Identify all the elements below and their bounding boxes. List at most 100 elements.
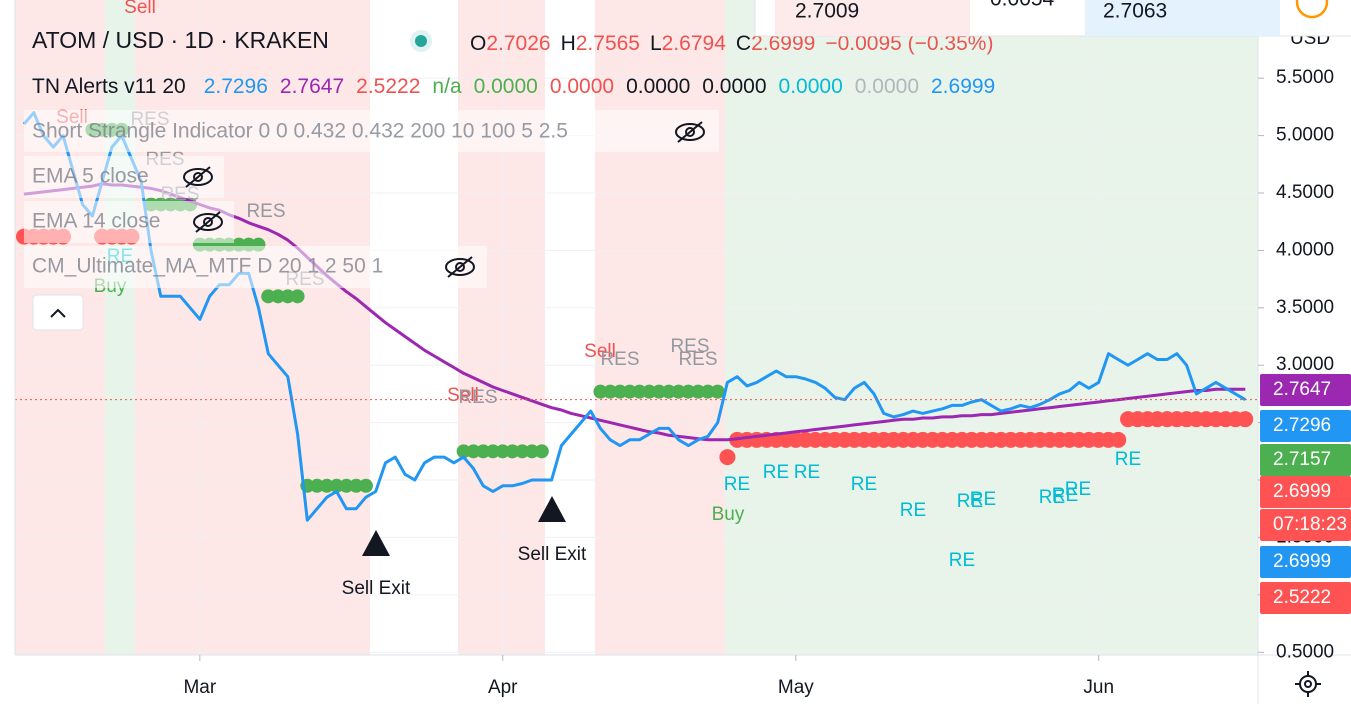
annotation: RE bbox=[1039, 487, 1065, 508]
zone-buy bbox=[105, 0, 135, 655]
support-dots bbox=[310, 478, 325, 493]
annotation: Sell bbox=[447, 385, 479, 406]
support-dots bbox=[261, 289, 276, 304]
x-tick-label: Mar bbox=[183, 677, 216, 698]
zone-buy bbox=[725, 0, 1258, 655]
support-dots bbox=[515, 444, 530, 459]
support-dots bbox=[329, 478, 344, 493]
ohlc-label: L bbox=[650, 32, 662, 55]
annotation: Sell Exit bbox=[342, 578, 411, 599]
price-change: −0.0095 (−0.35%) bbox=[825, 32, 993, 55]
y-tick-label: 4.5000 bbox=[1276, 182, 1334, 203]
annotation: RE bbox=[851, 474, 877, 495]
support-dots bbox=[642, 384, 657, 399]
ohlc-label: H bbox=[561, 32, 576, 55]
ohlc-value: 2.7565 bbox=[576, 32, 640, 55]
legend: ATOM / USD · 1D · KRAKEN O2.7026 H2.7565 L… bbox=[24, 27, 995, 331]
price-tag-bg bbox=[1260, 374, 1351, 406]
support-dots bbox=[495, 444, 510, 459]
support-dots bbox=[349, 478, 364, 493]
annotation: Buy bbox=[712, 504, 745, 525]
support-dots bbox=[456, 444, 471, 459]
support-dots bbox=[612, 384, 627, 399]
support-dots bbox=[603, 384, 618, 399]
grid bbox=[15, 0, 1258, 655]
annotation: RE bbox=[724, 474, 750, 495]
ohlc-value: 2.6794 bbox=[662, 32, 727, 55]
legend-row-bg bbox=[24, 110, 719, 152]
indicator-value: 2.7296 bbox=[204, 75, 268, 98]
annotation: RE bbox=[957, 491, 983, 512]
zone-sell bbox=[595, 0, 725, 655]
annotation: Sell bbox=[584, 341, 616, 362]
annotation: RE bbox=[1052, 485, 1078, 506]
bid-price: 2.7009 bbox=[795, 0, 859, 23]
support-dots bbox=[339, 478, 354, 493]
indicator-name: Short Strangle Indicator 0 0 0.432 0.432… bbox=[32, 120, 568, 143]
indicator-value: 0.0000 bbox=[855, 75, 919, 98]
support-dots bbox=[280, 289, 295, 304]
support-dots bbox=[485, 444, 500, 459]
sell-exit-marker bbox=[538, 496, 566, 522]
price-tag-bg bbox=[1260, 444, 1351, 476]
annotation: RE bbox=[949, 550, 975, 571]
eye-off-icon[interactable] bbox=[445, 256, 475, 278]
bid-cell[interactable] bbox=[775, 0, 970, 36]
settings-icon[interactable] bbox=[1295, 671, 1321, 697]
price-tag: 2.6999 bbox=[1273, 551, 1331, 572]
y-tick-label: 5.0000 bbox=[1276, 125, 1334, 146]
price-tag-bg bbox=[1260, 476, 1351, 508]
annotation: RES bbox=[246, 201, 285, 222]
price-tag-bg bbox=[1260, 410, 1351, 442]
indicator-name: EMA 14 close bbox=[32, 210, 160, 233]
indicator-value: 0.0000 bbox=[474, 75, 538, 98]
price-tag: 2.7647 bbox=[1273, 379, 1331, 400]
support-dots bbox=[476, 444, 491, 459]
support-dots bbox=[671, 384, 686, 399]
support-dots bbox=[681, 384, 696, 399]
eye-off-icon[interactable] bbox=[675, 121, 705, 143]
indicator-value: 2.6999 bbox=[931, 75, 995, 98]
price-tag-bg bbox=[1260, 546, 1351, 578]
support-dots bbox=[271, 289, 286, 304]
alert-icon[interactable] bbox=[1295, 0, 1329, 19]
price-scale bbox=[1258, 0, 1351, 655]
hidden-icons bbox=[183, 121, 705, 278]
collapse-button[interactable] bbox=[32, 294, 84, 331]
annotation: RE bbox=[1065, 479, 1091, 500]
indicator-value: 0.0000 bbox=[626, 75, 690, 98]
price-tag: 2.6999 bbox=[1273, 481, 1331, 502]
support-dots bbox=[661, 384, 676, 399]
indicator-value: 2.7647 bbox=[280, 75, 344, 98]
tn-alerts-row: TN Alerts v11 20 2.7296 2.7647 2.5222 n/a 0.0… bbox=[32, 75, 995, 98]
annotation: Sell bbox=[124, 0, 156, 18]
y-tick-label: 4.0000 bbox=[1276, 239, 1334, 260]
price-tag: 2.5222 bbox=[1273, 587, 1331, 608]
support-dots bbox=[290, 289, 305, 304]
ohlc-value: 2.6999 bbox=[751, 32, 815, 55]
support-dots bbox=[534, 444, 549, 459]
ask-cell[interactable] bbox=[1085, 0, 1280, 36]
support-dots bbox=[319, 478, 334, 493]
price-tag: 07:18:23 bbox=[1273, 514, 1347, 535]
annotation: RES bbox=[458, 387, 497, 408]
indicator-value: 0.0000 bbox=[779, 75, 843, 98]
symbol-title: ATOM / USD · 1D · KRAKEN bbox=[32, 27, 329, 53]
annotation: RE bbox=[794, 462, 820, 483]
ohlc: O2.7026 H2.7565 L2.6794 C2.6999 −0.0095 (−0.… bbox=[470, 32, 993, 55]
eye-off-icon[interactable] bbox=[193, 211, 223, 233]
ohlc-label: O bbox=[470, 32, 486, 55]
x-tick-label: May bbox=[778, 677, 814, 698]
resistance-dots bbox=[1110, 431, 1127, 448]
support-dots bbox=[691, 384, 706, 399]
annotation: RE bbox=[763, 462, 789, 483]
support-dots bbox=[505, 444, 520, 459]
support-dots bbox=[652, 384, 667, 399]
support-dots bbox=[710, 384, 725, 399]
eye-off-icon[interactable] bbox=[183, 166, 213, 188]
annotation: RES bbox=[678, 349, 717, 370]
zone-sell bbox=[135, 0, 370, 655]
ohlc-value: 2.7026 bbox=[486, 32, 550, 55]
